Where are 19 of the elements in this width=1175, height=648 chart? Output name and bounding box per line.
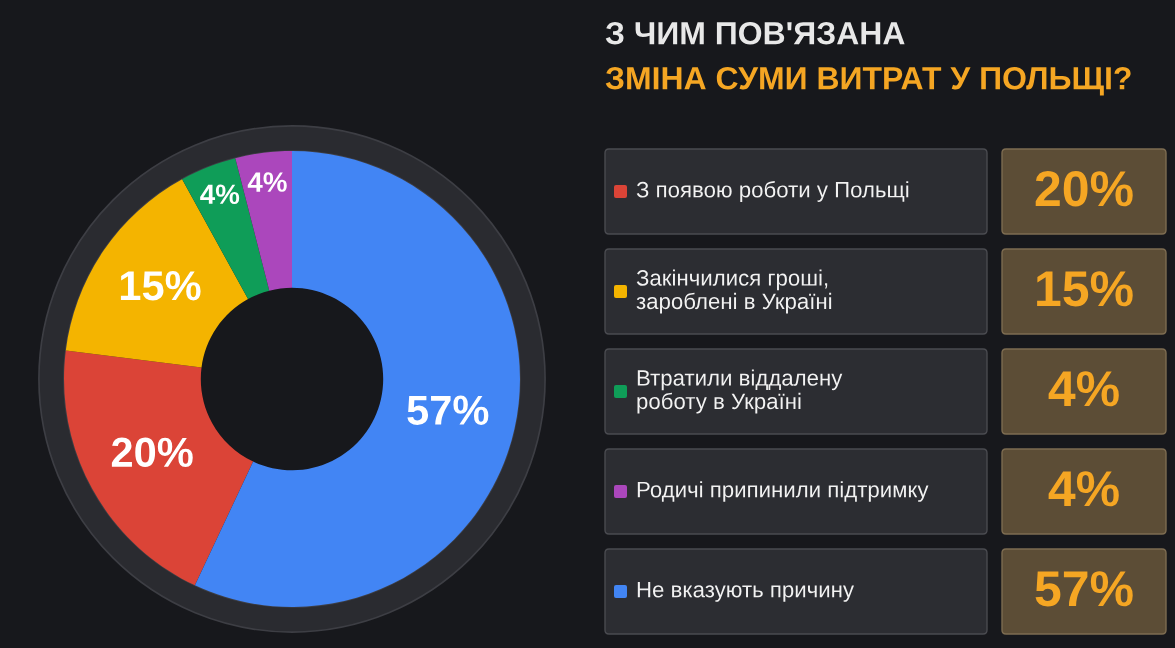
- data-label: 20%: [111, 437, 193, 468]
- donut-slice: [64, 350, 254, 586]
- text: 4%: [1048, 371, 1119, 407]
- legend-label: Не вказують причину: [637, 581, 854, 602]
- text: 57%: [1035, 571, 1133, 607]
- text: 15%: [1037, 271, 1133, 307]
- data-label: 4%: [200, 184, 240, 205]
- legend-label: Родичі припинили підтримку: [637, 481, 929, 502]
- legend-label: Закінчилися гроші, зароблені в Україні: [636, 269, 832, 314]
- data-label: 4%: [247, 172, 287, 192]
- data-label: 57%: [407, 395, 489, 425]
- donut-slice: [65, 179, 249, 368]
- data-label: 15%: [120, 271, 201, 301]
- chart-title: З ЧИМ ПОВ'ЯЗАНА: [605, 21, 905, 45]
- text: 4%: [1048, 471, 1119, 507]
- legend-label: Втратили віддалену роботу в Україні: [637, 369, 843, 414]
- text: 20%: [1035, 171, 1133, 207]
- legend-label: З появою роботи у Польщі: [636, 181, 909, 202]
- chart-subtitle: ЗМІНА СУМИ ВИТРАТ У ПОЛЬЩІ?: [605, 66, 1131, 96]
